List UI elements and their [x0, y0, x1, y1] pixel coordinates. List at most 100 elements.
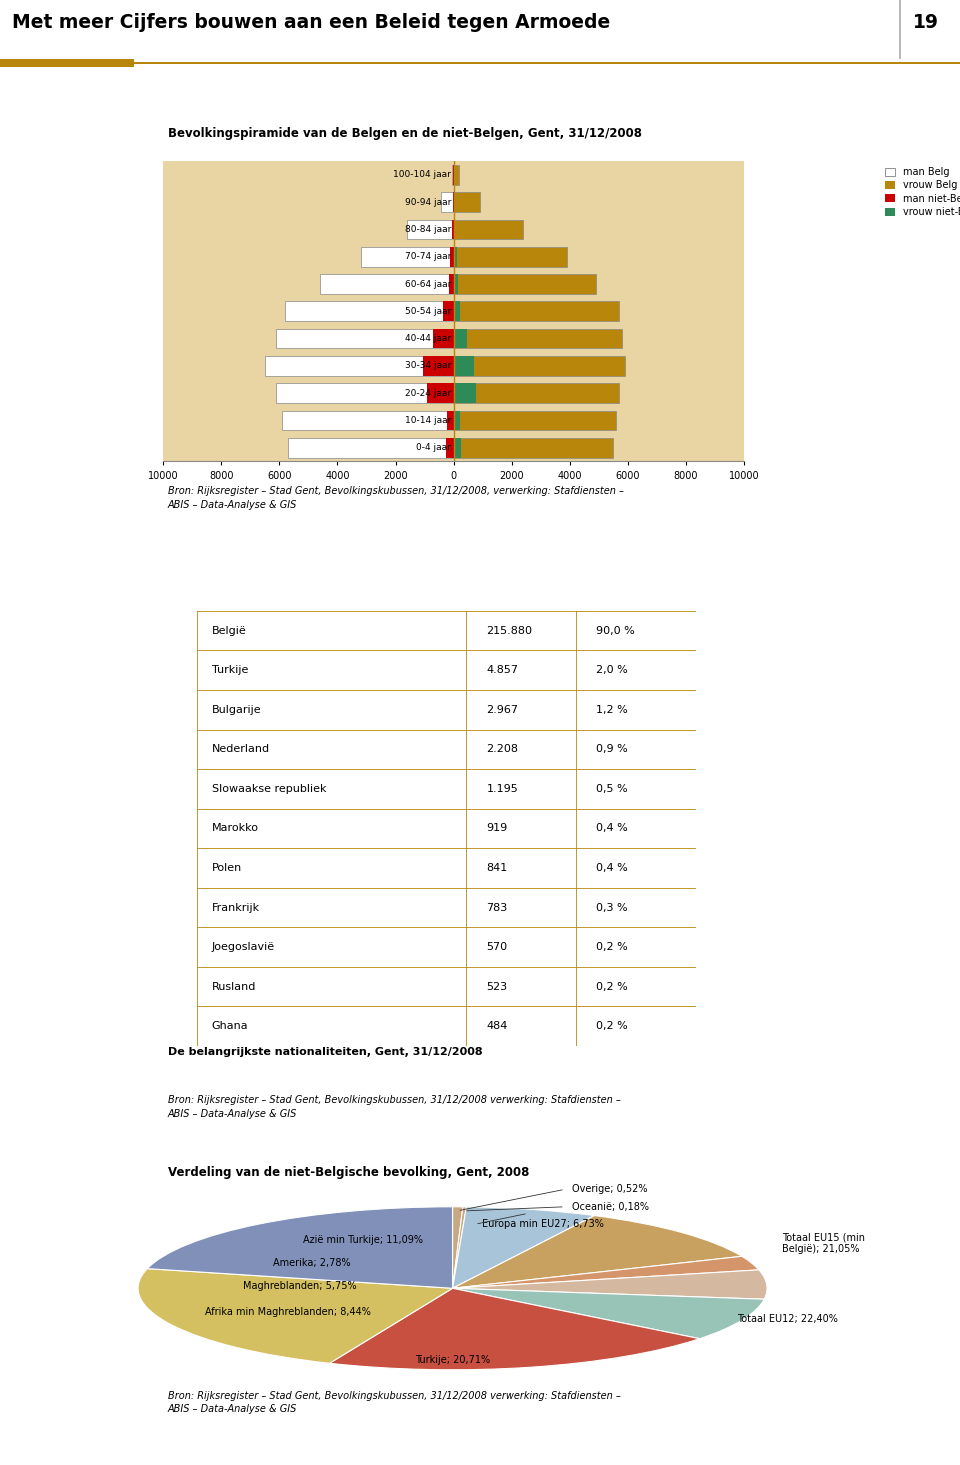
- Text: Ghana: Ghana: [212, 1021, 249, 1031]
- Bar: [276, 384, 454, 403]
- Bar: [454, 274, 458, 294]
- Bar: [427, 384, 454, 403]
- Wedge shape: [452, 1288, 764, 1339]
- Bar: [452, 220, 454, 239]
- Text: Afrika min Maghreblanden; 8,44%: Afrika min Maghreblanden; 8,44%: [205, 1307, 372, 1317]
- Bar: [361, 248, 454, 267]
- Wedge shape: [452, 1216, 742, 1288]
- Text: Overige; 0,52%: Overige; 0,52%: [572, 1184, 648, 1194]
- Text: Percentage: Percentage: [596, 585, 672, 598]
- Text: Oceanië; 0,18%: Oceanië; 0,18%: [572, 1201, 649, 1212]
- Text: 2,0 %: 2,0 %: [596, 665, 628, 675]
- Text: Europa min EU27; 6,73%: Europa min EU27; 6,73%: [483, 1219, 605, 1229]
- Bar: [454, 384, 619, 403]
- Text: Aantal: Aantal: [487, 585, 530, 598]
- Bar: [454, 328, 622, 349]
- Text: Totaal EU12; 22,40%: Totaal EU12; 22,40%: [737, 1314, 838, 1324]
- Text: 20-24 jaar: 20-24 jaar: [405, 388, 451, 397]
- Bar: [454, 410, 460, 431]
- Text: 10-14 jaar: 10-14 jaar: [405, 416, 451, 425]
- Text: Turkije; 20,71%: Turkije; 20,71%: [415, 1355, 491, 1365]
- Text: 40-44 jaar: 40-44 jaar: [405, 334, 451, 343]
- Text: 484: 484: [487, 1021, 508, 1031]
- Bar: [454, 192, 480, 212]
- FancyBboxPatch shape: [0, 59, 134, 67]
- Wedge shape: [452, 1207, 463, 1288]
- Bar: [265, 356, 454, 375]
- Text: Totaal EU15 (min
België); 21,05%: Totaal EU15 (min België); 21,05%: [782, 1234, 865, 1254]
- Text: 783: 783: [487, 902, 508, 913]
- Text: 90,0 %: 90,0 %: [596, 626, 635, 636]
- Bar: [445, 438, 454, 457]
- Wedge shape: [452, 1207, 467, 1288]
- Bar: [454, 248, 457, 267]
- Bar: [282, 410, 454, 431]
- Bar: [454, 302, 460, 321]
- Text: 4.857: 4.857: [487, 665, 518, 675]
- Text: Verdeling van de niet-Belgische bevolking, Gent, 2008: Verdeling van de niet-Belgische bevolkin…: [168, 1166, 529, 1178]
- Text: Rusland: Rusland: [212, 982, 256, 992]
- Bar: [433, 328, 454, 349]
- Text: 60-64 jaar: 60-64 jaar: [405, 280, 451, 289]
- Text: Bulgarije: Bulgarije: [212, 705, 261, 715]
- Text: 0,5 %: 0,5 %: [596, 784, 628, 794]
- Wedge shape: [452, 1207, 594, 1288]
- Text: Met meer Cijfers bouwen aan een Beleid tegen Armoede: Met meer Cijfers bouwen aan een Beleid t…: [12, 13, 610, 32]
- FancyBboxPatch shape: [134, 62, 960, 64]
- Text: Tabel 3: Tabel 3: [55, 1021, 99, 1031]
- Text: 0-4 jaar: 0-4 jaar: [417, 444, 451, 453]
- Text: Nationaliteit: Nationaliteit: [212, 585, 295, 598]
- Wedge shape: [452, 1270, 767, 1299]
- Text: 50-54 jaar: 50-54 jaar: [405, 306, 451, 316]
- Bar: [285, 302, 454, 321]
- Text: Figuur 8: Figuur 8: [51, 1379, 103, 1387]
- Bar: [447, 410, 454, 431]
- Text: Frankrijk: Frankrijk: [212, 902, 260, 913]
- Bar: [442, 192, 454, 212]
- Text: 0,2 %: 0,2 %: [596, 982, 628, 992]
- Text: 215.880: 215.880: [487, 626, 533, 636]
- Bar: [449, 274, 454, 294]
- Text: Maghreblanden; 5,75%: Maghreblanden; 5,75%: [243, 1282, 356, 1291]
- Text: België: België: [212, 626, 247, 636]
- Text: 80-84 jaar: 80-84 jaar: [405, 226, 451, 234]
- Bar: [454, 410, 616, 431]
- Text: 841: 841: [487, 863, 508, 873]
- Bar: [454, 438, 462, 457]
- Wedge shape: [147, 1207, 452, 1288]
- Wedge shape: [452, 1257, 759, 1288]
- Bar: [454, 384, 476, 403]
- Text: Slowaakse republiek: Slowaakse republiek: [212, 784, 326, 794]
- Text: Azië min Turkije; 11,09%: Azië min Turkije; 11,09%: [302, 1235, 422, 1245]
- Bar: [454, 302, 619, 321]
- Bar: [454, 166, 460, 185]
- Text: 100-104 jaar: 100-104 jaar: [394, 170, 451, 179]
- Text: Nederland: Nederland: [212, 744, 270, 754]
- Bar: [452, 166, 454, 185]
- Text: 0,4 %: 0,4 %: [596, 863, 628, 873]
- Text: 919: 919: [487, 823, 508, 834]
- Text: Bron: Rijksregister – Stad Gent, Bevolkingskubussen, 31/12/2008, verwerking: Sta: Bron: Rijksregister – Stad Gent, Bevolki…: [168, 486, 624, 510]
- Bar: [288, 438, 454, 457]
- Text: Polen: Polen: [212, 863, 242, 873]
- Bar: [320, 274, 454, 294]
- Text: Joegoslavië: Joegoslavië: [212, 942, 275, 952]
- Text: Turkije: Turkije: [212, 665, 248, 675]
- Text: 19: 19: [913, 13, 939, 32]
- Text: 30-34 jaar: 30-34 jaar: [405, 362, 451, 371]
- Text: Bron: Rijksregister – Stad Gent, Bevolkingskubussen, 31/12/2008 verwerking: Staf: Bron: Rijksregister – Stad Gent, Bevolki…: [168, 1392, 621, 1414]
- Text: 2.208: 2.208: [487, 744, 518, 754]
- Text: Marokko: Marokko: [212, 823, 259, 834]
- Text: 570: 570: [487, 942, 508, 952]
- Bar: [276, 328, 454, 349]
- Bar: [454, 438, 613, 457]
- Text: 1,2 %: 1,2 %: [596, 705, 628, 715]
- Text: 0,2 %: 0,2 %: [596, 942, 628, 952]
- Text: Figuur 7: Figuur 7: [51, 453, 103, 461]
- Text: 0,9 %: 0,9 %: [596, 744, 628, 754]
- Text: 523: 523: [487, 982, 508, 992]
- Bar: [454, 220, 455, 239]
- Bar: [454, 356, 625, 375]
- Wedge shape: [329, 1288, 700, 1370]
- Text: Amerika; 2,78%: Amerika; 2,78%: [273, 1258, 350, 1269]
